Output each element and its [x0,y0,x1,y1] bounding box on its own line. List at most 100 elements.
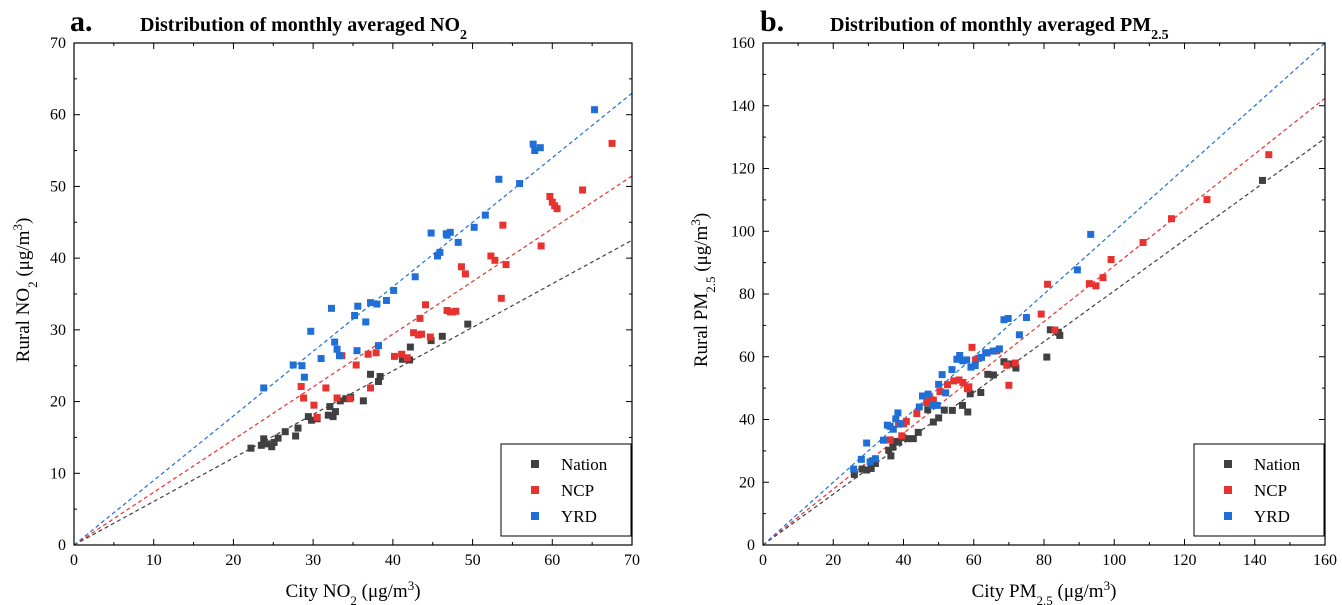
panel-a-point-yrd [470,223,478,231]
panel-b-x-tick-label: 160 [1313,552,1337,569]
panel-b-point-yrd [971,362,979,370]
panel-b-point-yrd [989,347,997,355]
panel-b-point-ncp [950,377,958,385]
panel-b-x-tick-label: 40 [896,552,912,569]
panel-a-y-tick-label: 20 [50,394,66,411]
panel-b-point-yrd [894,409,902,417]
panel-b-x-tick-label: 60 [966,552,982,569]
panel-a-point-yrd [333,345,341,353]
panel-b-point-yrd [924,390,932,398]
panel-b-point-nation [964,408,972,416]
panel-b-point-yrd [889,425,897,433]
panel-b-point-yrd [963,356,971,364]
panel-b-legend: Nation NCP YRD [1193,443,1325,537]
panel-a-x-tick-label: 30 [305,552,321,569]
panel-b-point-ncp [1139,239,1147,247]
panel-a-legend-label-nation: Nation [561,455,608,474]
panel-b-point-ncp [926,394,934,402]
panel-b-point-yrd [850,465,858,473]
panel-a-point-ncp [491,256,499,264]
panel-b-point-ncp [1203,196,1211,204]
panel-b-series-ncp [886,151,1273,444]
panel-a-point-ncp [310,401,318,409]
panel-b-point-nation [1012,364,1020,372]
panel-b-point-nation [948,406,956,414]
panel-b-legend-label-nation: Nation [1254,455,1301,474]
panel-b-point-yrd [929,401,937,409]
panel-b-point-yrd [935,380,943,388]
panel-b-point-ncp [1107,255,1115,263]
panel-a-fit-line-yrd [74,92,632,545]
panel-a-point-nation [329,413,337,421]
panel-a-point-yrd [307,327,315,335]
panel-a-point-nation [268,443,276,451]
panel-b-point-yrd [879,436,887,444]
panel-a-point-ncp [403,354,411,362]
panel-a-y-axis-title: Rural NO2 (μg/m3) [10,218,40,363]
panel-b-y-tick-label: 160 [731,35,755,52]
panel-b-point-nation [1046,326,1054,334]
panel-b-point-yrd [1022,314,1030,322]
panel-a-point-yrd [353,347,361,355]
panel-a-point-ncp [452,307,460,315]
panel-a-x-tick-label: 70 [624,552,640,569]
panel-b-point-yrd [915,403,923,411]
panel-b-legend-marker-nation [1224,460,1232,468]
panel-b-y-tick-label: 0 [747,537,755,554]
panel-b-point-nation [935,414,943,422]
panel-b-point-ncp [1099,274,1107,282]
panel-b-point-ncp [902,417,910,425]
panel-b-point-nation [871,459,879,467]
panel-b-point-ncp [929,396,937,404]
panel-b-legend-box [1193,443,1325,537]
panel-a-point-yrd [289,361,297,369]
panel-a-point-nation [324,411,332,419]
panel-a-point-nation [326,403,334,411]
panel-a-series-nation [247,320,472,452]
panel-b-point-ncp [923,399,931,407]
panel-a-fit-line-nation [74,239,632,545]
panel-a-point-yrd [331,338,339,346]
panel-b-point-ncp [1044,280,1052,288]
panel-a-point-yrd [298,362,306,370]
panel-b-x-tick-label: 120 [1173,552,1197,569]
panel-a-point-yrd [454,238,462,246]
panel-b-point-ncp [968,343,976,351]
panel-b-point-ncp [1092,282,1100,290]
panel-a-point-ncp [537,242,545,250]
panel-a-point-yrd [373,300,381,308]
panel-a-point-ncp [499,221,507,229]
panel-b-series-nation [850,176,1266,478]
panel-b-point-yrd [977,353,985,361]
panel-a-point-yrd [495,175,503,183]
panel-b-point-yrd [959,357,967,365]
panel-a-point-nation [292,432,300,440]
panel-b-point-yrd [1073,266,1081,274]
panel-a-point-yrd [529,140,537,148]
panel-b-point-yrd [918,392,926,400]
panel-b-y-tick-label: 40 [739,412,755,429]
panel-a-point-ncp [372,349,380,357]
panel-a-point-yrd [354,302,362,310]
panel-b-point-yrd [1087,230,1095,238]
panel-a-point-yrd [591,106,599,114]
panel-b-series-yrd [850,230,1095,473]
panel-b-y-axis-title: Rural PM2.5 (μg/m3) [688,213,718,367]
panel-a-point-nation [427,337,435,345]
panel-a-point-yrd [446,228,454,236]
panel-a-point-ncp [297,383,305,391]
panel-b-point-nation [940,406,948,414]
panel-b-x-tick-label: 0 [759,552,767,569]
panel-b-point-yrd [982,349,990,357]
panel-a-point-nation [281,428,289,436]
panel-b-y-tick-label: 80 [739,286,755,303]
panel-a-point-yrd [317,355,325,363]
panel-b-axes: 0 20 40 60 80 100 120 140 160 0 20 40 60 80 100 120 140 1… [731,35,1337,569]
panel-a-point-nation [464,320,472,328]
panel-b-point-yrd [863,439,871,447]
panel-a-x-tick-label: 0 [70,552,78,569]
panel-b-point-nation [889,443,897,451]
panel-a-point-ncp [426,333,434,341]
panel-a-point-ncp [461,270,469,278]
panel-a-point-nation [257,441,265,449]
